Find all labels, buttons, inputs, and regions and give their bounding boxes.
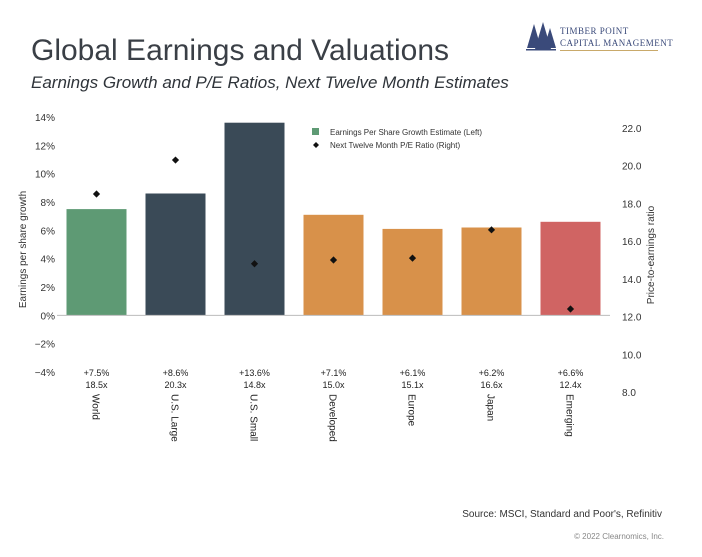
growth-data-label: +6.6% [558, 368, 584, 378]
y2-tick-label: 16.0 [622, 237, 642, 248]
pe-marker-u-s-small [250, 260, 259, 268]
chart-subtitle: Earnings Growth and P/E Ratios, Next Twe… [31, 73, 509, 92]
y-tick-label: 4% [41, 255, 56, 266]
y2-tick-label: 14.0 [622, 275, 642, 286]
y-tick-label: 0% [41, 311, 56, 322]
bars-layer [66, 122, 601, 316]
y2-tick-label: 10.0 [622, 350, 642, 361]
growth-data-label: +8.6% [163, 368, 189, 378]
y-tick-label: −4% [35, 368, 55, 379]
bar-u-s-large [145, 193, 206, 316]
growth-data-label: +6.1% [400, 368, 426, 378]
pine-trees-icon [526, 22, 556, 51]
pe-marker-u-s-large [171, 156, 180, 164]
pe-data-label: 15.1x [401, 380, 424, 390]
legend-marker-swatch [313, 142, 319, 148]
chart-area: −4% −2% 0% 2% 4% 6% 8% 10% 12% 14% 8.0 10.0 12.0 14.0… [18, 113, 657, 442]
x-category-label: U.S. Large [169, 394, 180, 442]
chart-title: Global Earnings and Valuations [31, 34, 450, 67]
pe-data-label: 12.4x [559, 380, 582, 390]
growth-data-label: +7.1% [321, 368, 347, 378]
pe-data-label: 15.0x [322, 380, 345, 390]
pe-marker-developed [329, 256, 338, 264]
copyright-note: © 2022 Clearnomics, Inc. [574, 532, 664, 541]
bar-developed [303, 214, 364, 316]
x-category-label: U.S. Small [248, 394, 259, 441]
axis-layer: −4% −2% 0% 2% 4% 6% 8% 10% 12% 14% 8.0 10.0 12.0 14.0… [18, 113, 657, 399]
pe-data-label: 14.8x [243, 380, 266, 390]
source-note: Source: MSCI, Standard and Poor's, Refin… [462, 509, 662, 520]
y2-tick-label: 18.0 [622, 199, 642, 210]
pe-marker-emerging [566, 305, 575, 313]
y2-tick-label: 12.0 [622, 313, 642, 324]
growth-data-label: +6.2% [479, 368, 505, 378]
x-category-label: Japan [485, 394, 496, 421]
x-category-label: Developed [327, 394, 338, 442]
x-category-label: Europe [406, 394, 417, 427]
y-tick-label: 12% [35, 141, 55, 152]
bar-world [66, 209, 127, 316]
pe-marker-world [92, 190, 101, 198]
y2-tick-label: 22.0 [622, 124, 642, 135]
y-tick-label: −2% [35, 340, 55, 351]
legend-bar-label: Earnings Per Share Growth Estimate (Left… [330, 128, 482, 137]
growth-data-label: +7.5% [84, 368, 110, 378]
pe-data-label: 18.5x [85, 380, 108, 390]
y2-tick-label: 20.0 [622, 162, 642, 173]
y-tick-label: 2% [41, 283, 56, 294]
bar-europe [382, 228, 443, 316]
pe-marker-europe [408, 254, 417, 262]
y-tick-label: 10% [35, 170, 55, 181]
labels-layer: +7.5% 18.5x World +8.6% 20.3x U.S. Large +13.6… [84, 368, 584, 442]
y2-axis-title: Price-to-earnings ratio [646, 205, 657, 304]
y-tick-label: 8% [41, 198, 56, 209]
y2-tick-label: 8.0 [622, 388, 636, 399]
bar-japan [461, 227, 522, 316]
pe-data-label: 20.3x [164, 380, 187, 390]
legend-marker-label: Next Twelve Month P/E Ratio (Right) [330, 141, 460, 150]
x-category-label: Emerging [564, 394, 575, 437]
y-tick-label: 14% [35, 113, 55, 124]
y-axis-title: Earnings per share growth [18, 191, 29, 308]
pe-marker-japan [487, 226, 496, 234]
bar-u-s-small [224, 122, 285, 316]
x-category-label: World [90, 394, 101, 420]
logo-underline [560, 50, 658, 51]
y-tick-label: 6% [41, 226, 56, 237]
logo-text-line2: CAPITAL MANAGEMENT [560, 38, 674, 48]
bar-emerging [540, 221, 601, 316]
legend-bar-swatch [312, 128, 319, 135]
pe-data-label: 16.6x [480, 380, 503, 390]
growth-data-label: +13.6% [239, 368, 270, 378]
legend-layer: Earnings Per Share Growth Estimate (Left… [312, 128, 482, 150]
logo-text-line1: TIMBER POINT [560, 26, 629, 36]
markers-layer [92, 156, 575, 313]
company-logo: TIMBER POINT CAPITAL MANAGEMENT [526, 20, 673, 60]
